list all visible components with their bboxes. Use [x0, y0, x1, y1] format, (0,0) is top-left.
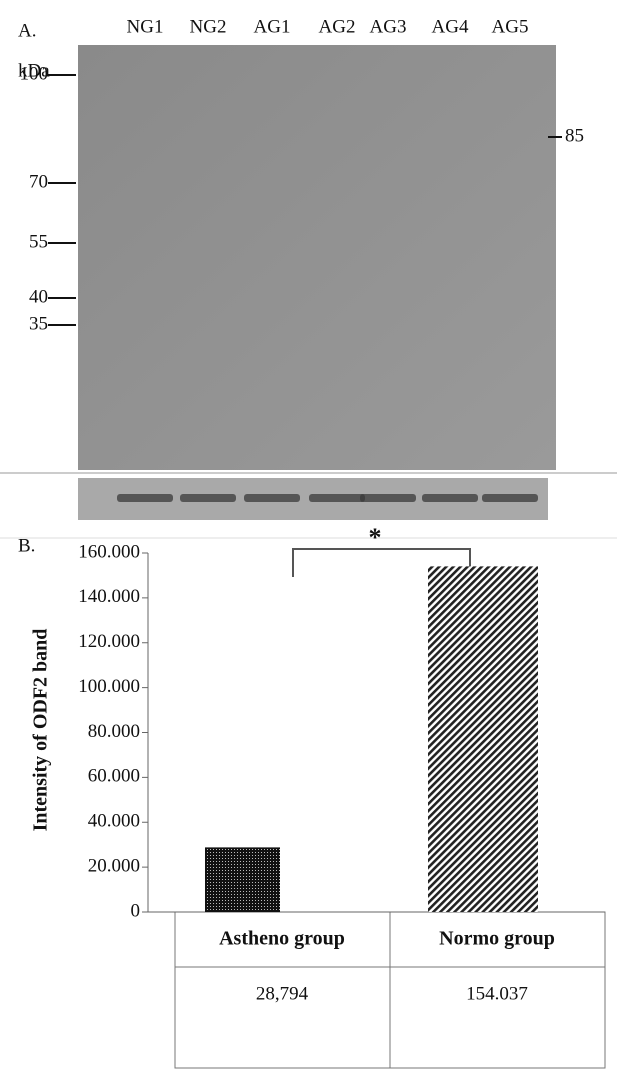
value-label: 154.037 [466, 983, 528, 1004]
lane-label: AG4 [432, 16, 469, 37]
marker-label: 55 [29, 231, 48, 252]
loading-band [422, 494, 478, 502]
value-label: 28,794 [256, 983, 309, 1004]
panel-label: A. [18, 20, 36, 41]
y-tick-label: 140.000 [78, 586, 140, 607]
category-label: Astheno group [219, 928, 345, 950]
lane-label: NG1 [127, 16, 164, 37]
significance-bracket [292, 548, 471, 577]
loading-band [309, 494, 365, 502]
blot-membrane [78, 45, 556, 470]
panel-label: B. [18, 535, 35, 556]
loading-band [117, 494, 173, 502]
bar [428, 566, 538, 912]
y-axis-label: Intensity of ODF2 band [30, 629, 52, 832]
lane-label: AG1 [254, 16, 291, 37]
y-tick-label: 60.000 [88, 766, 140, 787]
marker-label: 100 [20, 63, 49, 84]
marker-label: 70 [29, 171, 48, 192]
bar [205, 847, 280, 912]
lane-label: AG5 [492, 16, 529, 37]
marker-label: 40 [29, 286, 48, 307]
category-label: Normo group [439, 928, 555, 950]
y-tick-label: 20.000 [88, 855, 140, 876]
marker-label: 35 [29, 313, 48, 334]
loading-band [360, 494, 416, 502]
y-tick-label: 160.000 [78, 541, 140, 562]
y-tick-label: 100.000 [78, 676, 140, 697]
lane-label: NG2 [190, 16, 227, 37]
y-tick-label: 80.000 [88, 721, 140, 742]
y-tick-label: 40.000 [88, 811, 140, 832]
loading-band [244, 494, 300, 502]
lane-label: AG3 [370, 16, 407, 37]
y-tick-label: 120.000 [78, 631, 140, 652]
loading-band [482, 494, 538, 502]
band-label: 85 [565, 125, 584, 146]
y-tick-label: 0 [131, 900, 141, 921]
unit-label: kDa [18, 60, 50, 81]
significance-mark: * [369, 523, 382, 552]
loading-band [180, 494, 236, 502]
lane-label: AG2 [319, 16, 356, 37]
